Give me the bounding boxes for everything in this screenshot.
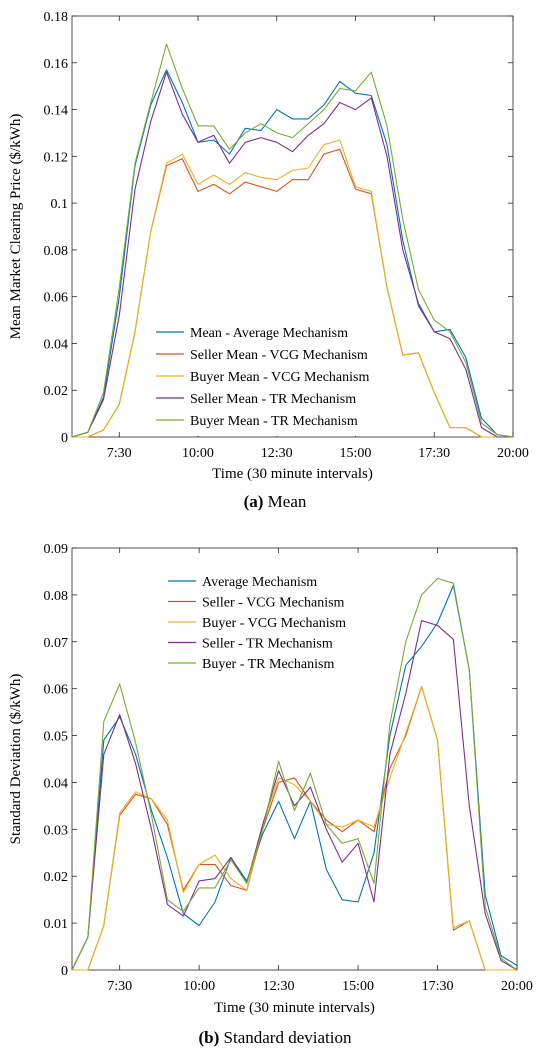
y-tick-label: 0.09 xyxy=(44,542,69,557)
figure-mean-price: 0 0.02 0.04 0.06 0.08 0.1 0.12 0.14 0.16 0.18 7:30… xyxy=(0,0,550,520)
y-tick-label: 0.02 xyxy=(44,384,69,399)
y-tick-label: 0.02 xyxy=(44,870,69,885)
caption-b: (b) Standard deviation xyxy=(0,1028,550,1048)
series-line-2 xyxy=(72,685,517,971)
legend-label: Seller Mean - VCG Mechanism xyxy=(190,348,368,363)
legend-label: Buyer - VCG Mechanism xyxy=(202,616,346,631)
legend-label: Seller - VCG Mechanism xyxy=(202,596,345,611)
y-tick-label: 0.14 xyxy=(44,104,69,119)
y-tick-label: 0.05 xyxy=(44,730,69,745)
y-axis-label: Mean Market Clearing Price ($/kWh) xyxy=(8,114,24,340)
legend-label: Average Mechanism xyxy=(202,575,317,590)
y-tick-label: 0.1 xyxy=(51,197,69,212)
x-tick-label: 17:30 xyxy=(418,446,450,461)
x-tick-label: 7:30 xyxy=(107,979,132,994)
y-tick-label: 0.16 xyxy=(44,57,69,72)
plot-area-frame xyxy=(71,547,518,971)
legend-label: Buyer - TR Mechanism xyxy=(202,657,334,672)
y-tick-label: 0.08 xyxy=(44,244,69,259)
x-axis-label: Time (30 minute intervals) xyxy=(214,1000,375,1016)
legend-label: Buyer Mean - TR Mechanism xyxy=(190,414,358,429)
series-line-5 xyxy=(71,577,518,971)
x-tick-label: 12:30 xyxy=(263,979,295,994)
x-tick-label: 15:00 xyxy=(340,446,372,461)
x-tick-label: 10:00 xyxy=(183,979,215,994)
legend-label: Seller Mean - TR Mechanism xyxy=(190,392,356,407)
x-tick-label: 7:30 xyxy=(107,446,132,461)
plot-area-frame xyxy=(71,15,514,438)
y-tick-label: 0.12 xyxy=(44,150,69,165)
x-tick-label: 20:00 xyxy=(501,979,533,994)
caption-a-text: Mean xyxy=(263,492,307,511)
legend-label: Seller - TR Mechanism xyxy=(202,637,333,652)
figure-std-dev: 0 0.01 0.02 0.03 0.04 0.05 0.06 0.07 0.08 0.09 7:3… xyxy=(0,528,550,1056)
y-tick-label: 0.06 xyxy=(44,683,69,698)
legend-label: Buyer Mean - VCG Mechanism xyxy=(190,370,369,385)
y-tick-label: 0.08 xyxy=(44,589,69,604)
caption-b-text: Standard deviation xyxy=(219,1028,352,1047)
legend-box xyxy=(150,320,390,436)
caption-b-letter: (b) xyxy=(198,1028,220,1047)
series-line-4 xyxy=(71,71,513,438)
x-tick-label: 12:30 xyxy=(261,446,293,461)
y-tick-label: 0.06 xyxy=(44,291,69,306)
y-tick-label: 0.07 xyxy=(44,636,69,651)
caption-a: (a) Mean xyxy=(0,492,550,512)
mean-price-chart: 0 0.02 0.04 0.06 0.08 0.1 0.12 0.14 0.16 0.18 7:30… xyxy=(8,10,529,482)
caption-a-letter: (a) xyxy=(243,492,264,511)
x-axis-label: Time (30 minute intervals) xyxy=(212,466,373,482)
y-tick-label: 0 xyxy=(61,431,68,446)
x-tick-label: 20:00 xyxy=(497,446,529,461)
series-line-1 xyxy=(71,69,514,438)
series-line-3 xyxy=(72,685,517,971)
x-tick-label: 15:00 xyxy=(342,979,374,994)
legend-label: Mean - Average Mechanism xyxy=(190,326,348,341)
x-tick-label: 17:30 xyxy=(422,979,454,994)
y-tick-label: 0.01 xyxy=(44,917,69,932)
y-tick-label: 0 xyxy=(61,964,68,979)
std-dev-chart: 0 0.01 0.02 0.03 0.04 0.05 0.06 0.07 0.08 0.09 7:3… xyxy=(8,542,533,1016)
series-line-4 xyxy=(71,620,518,971)
y-tick-label: 0.04 xyxy=(44,776,69,791)
series-line-3 xyxy=(72,139,513,438)
y-axis-label: Standard Deviation ($/kWh) xyxy=(8,674,24,845)
y-tick-label: 0.18 xyxy=(44,10,69,25)
series-line-5 xyxy=(71,43,514,438)
x-tick-label: 10:00 xyxy=(182,446,214,461)
y-tick-label: 0.04 xyxy=(44,337,69,352)
legend-box xyxy=(162,569,384,685)
y-tick-label: 0.03 xyxy=(44,823,69,838)
